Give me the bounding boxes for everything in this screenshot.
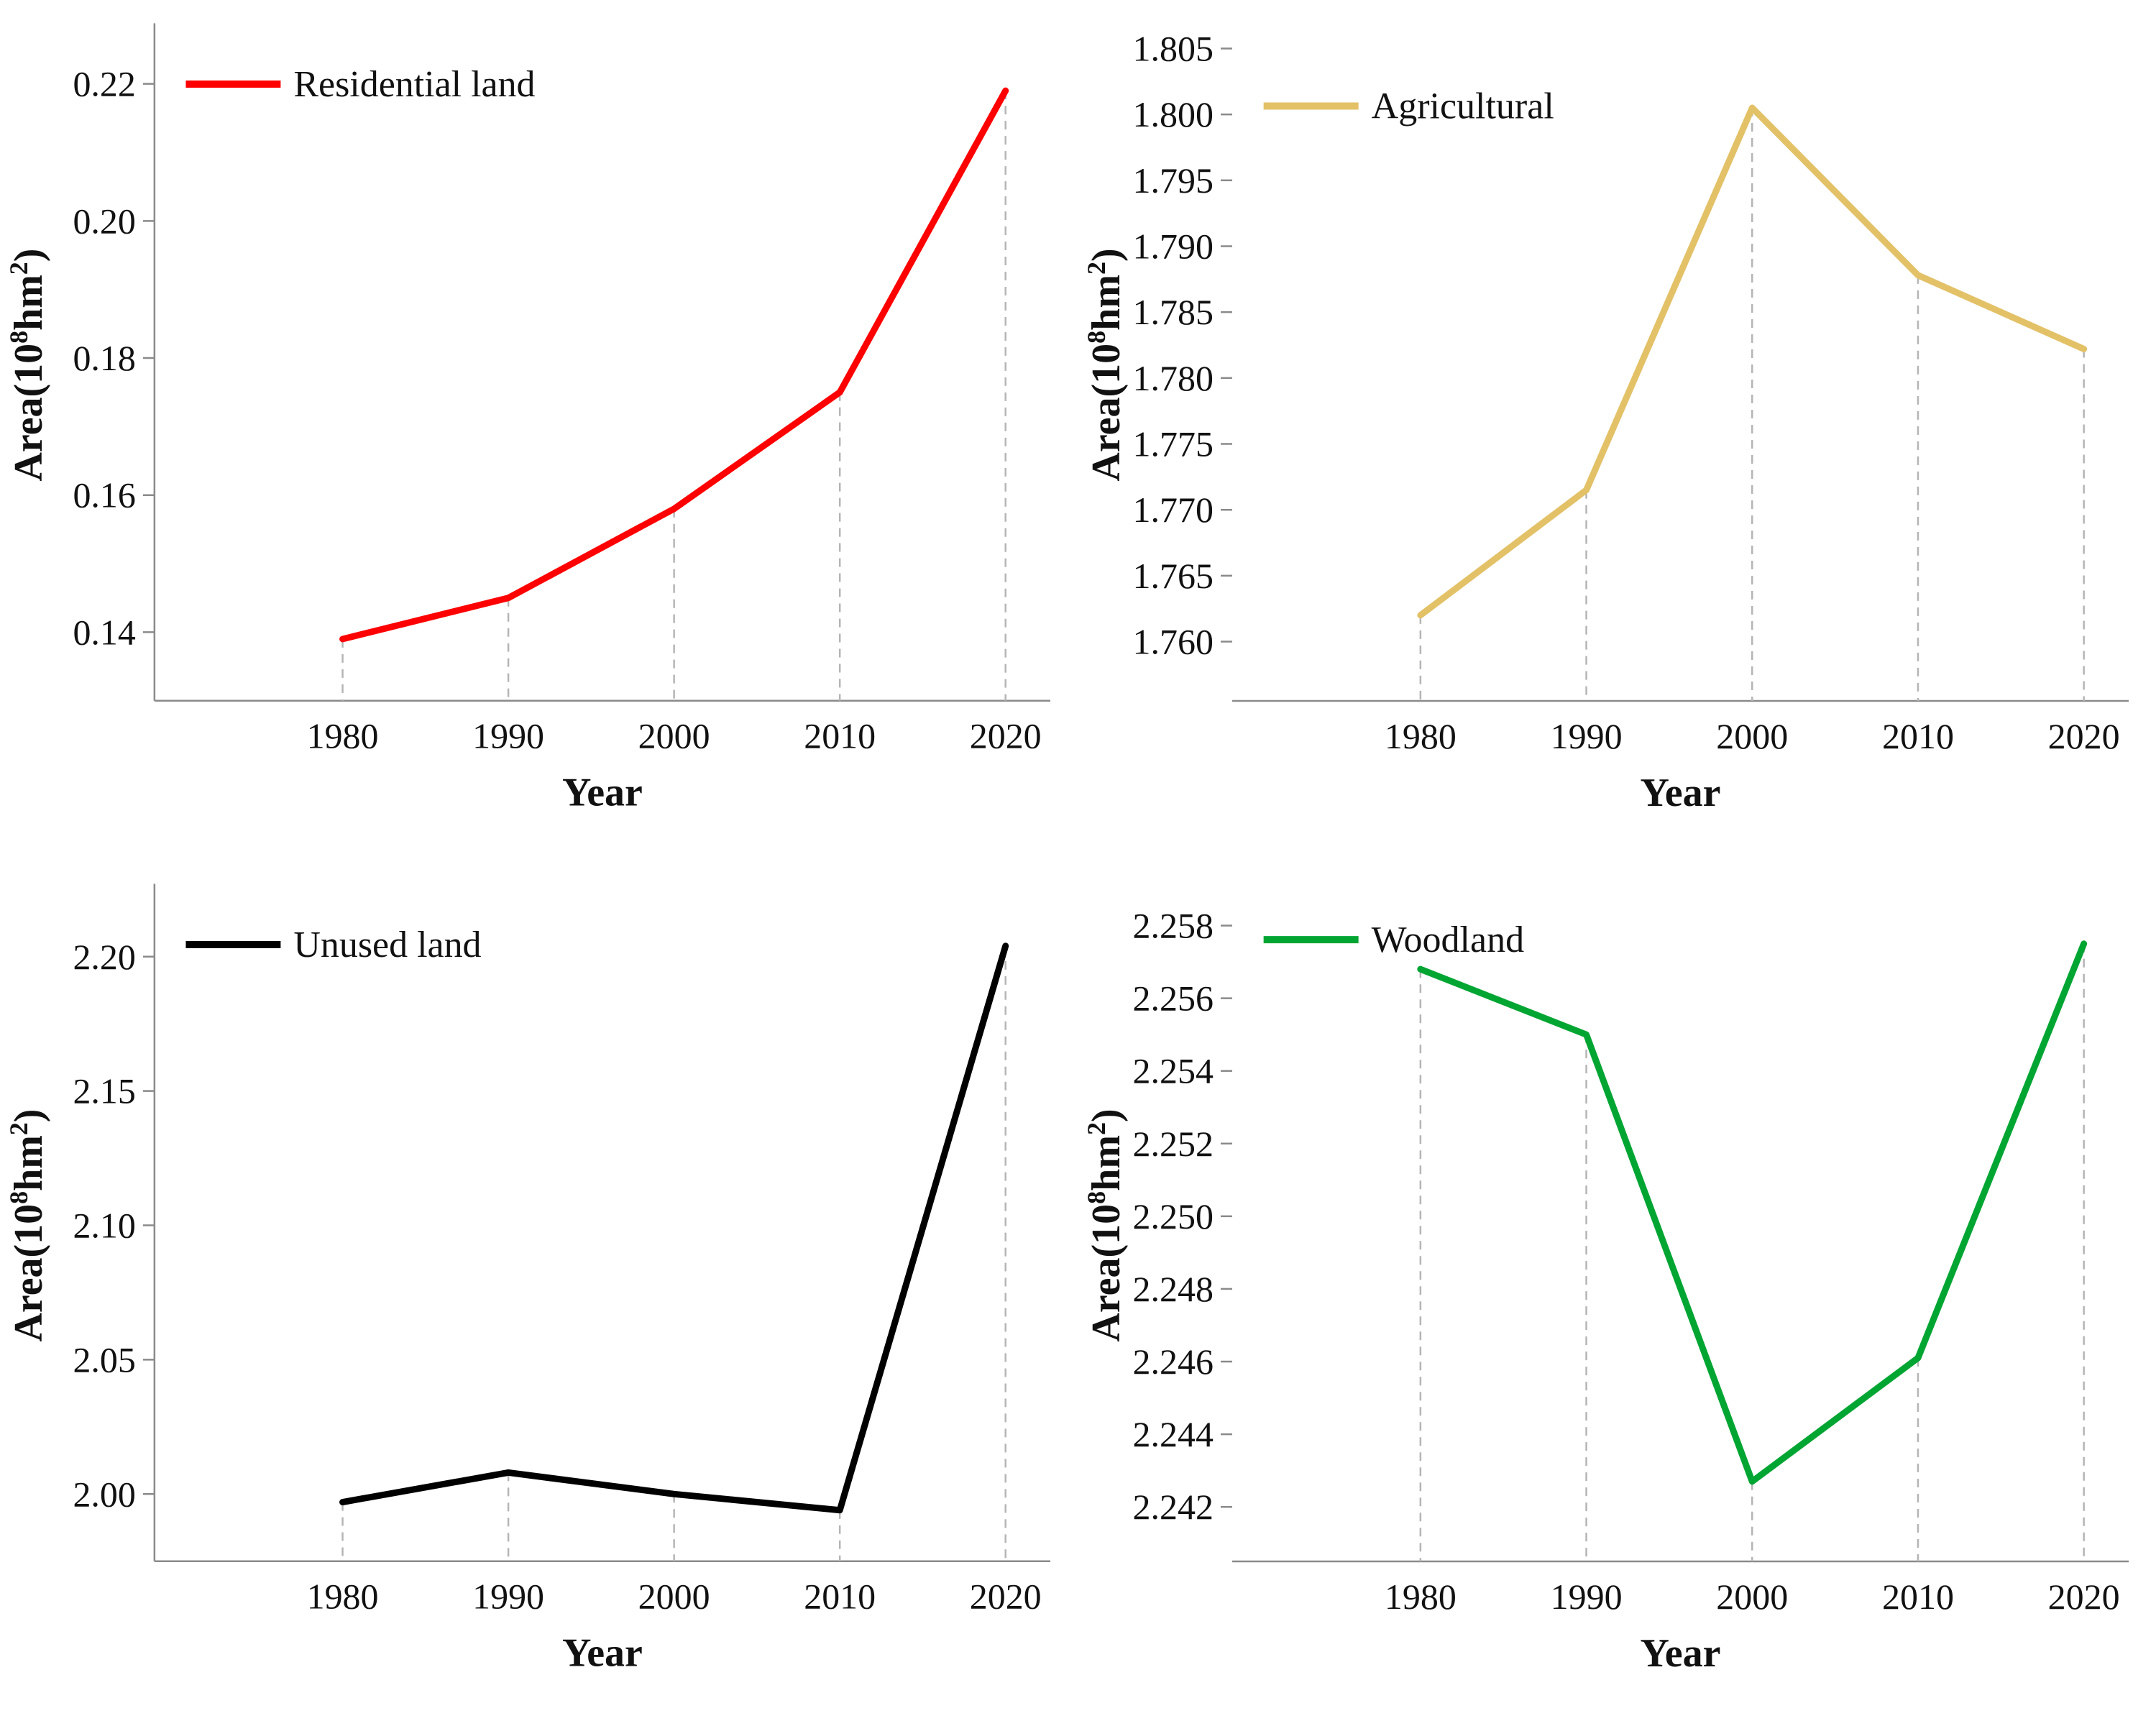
x-tick-label: 2020 — [970, 716, 1042, 756]
y-tick-label: 2.00 — [73, 1474, 135, 1514]
y-axis-label: Area(108hm2) — [1082, 1109, 1129, 1341]
y-tick-label: 1.800 — [1133, 94, 1214, 134]
y-tick-label: 2.256 — [1133, 978, 1214, 1019]
x-tick-label: 1990 — [472, 1577, 544, 1617]
subplot-residential-land: Area(108hm2) 0.14 0.16 0.18 0.20 0.22 1980 1990… — [0, 0, 1078, 860]
woodland-line — [1417, 940, 2088, 1485]
x-tick-label: 1980 — [1385, 716, 1457, 756]
y-tick-label: 2.258 — [1133, 906, 1214, 946]
x-tick-label: 2010 — [804, 1577, 876, 1617]
x-tick-label: 2000 — [638, 1577, 710, 1617]
y-axis-label: Area(108hm2) — [1082, 248, 1129, 481]
y-tick-label: 2.244 — [1133, 1414, 1214, 1454]
y-tick-label: 1.760 — [1133, 622, 1214, 662]
y-tick-label: 0.18 — [73, 338, 135, 378]
subplot-woodland: Area(108hm2) 2.242 2.244 2.246 2.248 2.250 2.2… — [1078, 860, 2156, 1721]
x-tick-label: 2020 — [2048, 1577, 2120, 1617]
agricultural-line — [1417, 104, 2088, 619]
y-tick-label: 0.16 — [73, 475, 135, 515]
y-tick-label: 2.246 — [1133, 1341, 1214, 1382]
y-tick-label: 2.20 — [73, 937, 135, 977]
x-axis-label: Year — [1641, 1631, 1721, 1676]
y-tick-label: 2.248 — [1133, 1269, 1214, 1309]
x-tick-label: 1980 — [307, 1577, 379, 1617]
x-tick-label: 2000 — [638, 716, 710, 756]
x-axis-label: Year — [562, 1631, 643, 1676]
x-tick-label: 2010 — [804, 716, 876, 756]
x-tick-label: 1990 — [472, 716, 544, 756]
y-tick-label: 2.242 — [1133, 1487, 1214, 1527]
y-tick-label: 1.785 — [1133, 292, 1214, 332]
x-tick-label: 2010 — [1882, 716, 1954, 756]
y-tick-label: 0.20 — [73, 201, 135, 241]
y-tick-label: 1.775 — [1133, 424, 1214, 464]
y-tick-label: 1.790 — [1133, 226, 1214, 267]
chart-svg-woodland: Area(108hm2) 2.242 2.244 2.246 2.248 2.250 2.2… — [1082, 906, 2129, 1676]
y-axis-label: Area(108hm2) — [4, 249, 51, 482]
x-tick-label: 1980 — [1385, 1577, 1457, 1617]
y-axis-label: Area(108hm2) — [4, 1109, 51, 1342]
y-tick-label: 2.05 — [73, 1339, 135, 1380]
y-tick-label: 0.22 — [73, 64, 135, 104]
x-tick-label: 2000 — [1716, 1577, 1788, 1617]
chart-svg-agricultural: Area(108hm2) 1.760 1.765 1.770 1.775 1.780 1.7… — [1082, 29, 2129, 815]
x-tick-label: 1980 — [307, 716, 379, 756]
y-tick-label: 0.14 — [73, 612, 135, 652]
chart-svg-residential-land: Area(108hm2) 0.14 0.16 0.18 0.20 0.22 1980 1990… — [4, 23, 1051, 815]
y-tick-label: 1.770 — [1133, 490, 1214, 530]
y-tick-label: 1.780 — [1133, 358, 1214, 398]
x-axis-label: Year — [1641, 771, 1721, 815]
x-tick-label: 1990 — [1551, 1577, 1623, 1617]
subplot-agricultural: Area(108hm2) 1.760 1.765 1.770 1.775 1.780 1.7… — [1078, 0, 2156, 860]
x-axis-label: Year — [562, 771, 643, 815]
y-tick-label: 2.252 — [1133, 1124, 1214, 1164]
y-tick-label: 1.805 — [1133, 29, 1214, 69]
legend-label-woodland: Woodland — [1372, 919, 1524, 960]
x-tick-label: 2020 — [970, 1577, 1042, 1617]
x-tick-label: 1990 — [1551, 716, 1623, 756]
legend-label-agricultural: Agricultural — [1372, 86, 1554, 127]
y-tick-label: 2.15 — [73, 1071, 135, 1111]
legend-label-residential-land: Residential land — [293, 64, 535, 105]
unused-land-line — [339, 942, 1009, 1514]
chart-svg-unused-land: Area(108hm2) 2.00 2.05 2.10 2.15 2.20 1980 1990… — [4, 884, 1051, 1676]
x-tick-label: 2000 — [1716, 716, 1788, 756]
x-tick-label: 2010 — [1882, 1577, 1954, 1617]
y-tick-label: 2.250 — [1133, 1196, 1214, 1236]
subplot-unused-land: Area(108hm2) 2.00 2.05 2.10 2.15 2.20 1980 1990… — [0, 860, 1078, 1721]
residential-land-line — [339, 87, 1009, 643]
legend-label-unused-land: Unused land — [293, 924, 481, 965]
y-tick-label: 2.10 — [73, 1206, 135, 1246]
y-tick-label: 1.765 — [1133, 556, 1214, 596]
x-tick-label: 2020 — [2048, 716, 2120, 756]
y-tick-label: 2.254 — [1133, 1051, 1214, 1091]
y-tick-label: 1.795 — [1133, 160, 1214, 201]
